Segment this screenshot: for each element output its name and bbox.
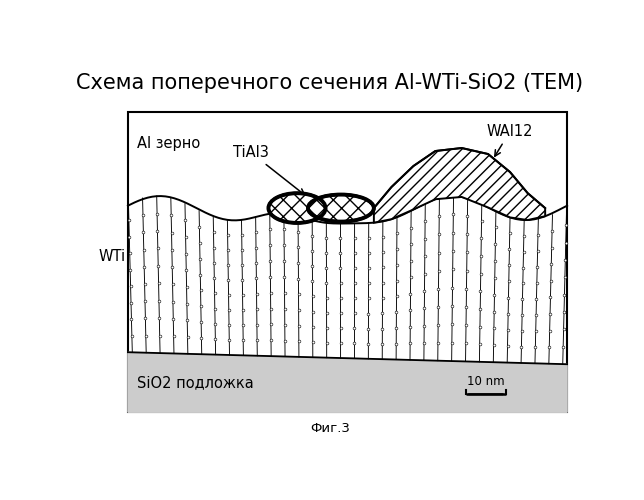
Polygon shape xyxy=(128,352,567,412)
Text: Схема поперечного сечения Al-WTi-SiO2 (ТЕМ): Схема поперечного сечения Al-WTi-SiO2 (Т… xyxy=(77,74,583,94)
Text: SiO2 подложка: SiO2 подложка xyxy=(137,374,254,390)
Ellipse shape xyxy=(308,194,374,222)
Text: Фиг.3: Фиг.3 xyxy=(310,422,350,436)
Text: WTi: WTi xyxy=(99,248,126,264)
Text: TiAl3: TiAl3 xyxy=(233,145,305,195)
Text: Al зерно: Al зерно xyxy=(137,136,200,151)
Text: 10 nm: 10 nm xyxy=(467,374,505,388)
Text: WAl12: WAl12 xyxy=(487,124,533,156)
Polygon shape xyxy=(374,148,545,222)
Bar xyxy=(128,112,567,412)
Ellipse shape xyxy=(269,193,326,223)
